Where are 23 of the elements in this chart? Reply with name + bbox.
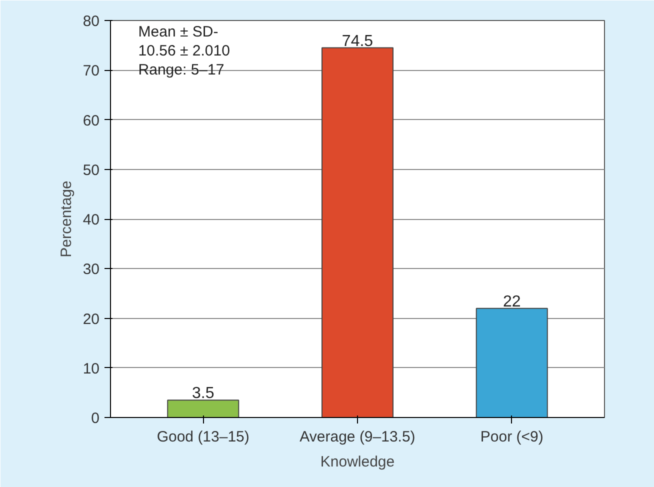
- data-label: 3.5: [192, 385, 214, 402]
- annotation: Mean ± SD-: [138, 24, 218, 40]
- y-tick-label: 70: [82, 62, 100, 80]
- y-tick-label: 0: [91, 410, 100, 427]
- bar: [476, 308, 548, 418]
- y-tick-label: 40: [82, 212, 100, 228]
- x-axis-title: Knowledge: [320, 454, 395, 470]
- y-tick-label: 30: [82, 261, 100, 278]
- data-label: 74.5: [342, 32, 374, 50]
- bar: [167, 400, 240, 418]
- y-tick-label: 20: [82, 310, 100, 328]
- x-tick-label: Average (9–13.5): [300, 428, 416, 446]
- x-tick-label: Poor (<9): [480, 428, 544, 446]
- y-tick-label: 60: [82, 112, 100, 130]
- x-tick-label: Good (13–15): [156, 428, 250, 446]
- y-axis-title: Percentage: [58, 180, 75, 258]
- data-label: 22: [502, 293, 521, 310]
- y-tick-label: 80: [82, 13, 100, 30]
- annotation: Range: 5–17: [138, 62, 224, 78]
- bar: [321, 47, 394, 418]
- annotation: 10.56 ± 2.010: [138, 42, 230, 60]
- y-tick-label: 50: [82, 162, 100, 179]
- y-tick-label: 10: [82, 360, 100, 378]
